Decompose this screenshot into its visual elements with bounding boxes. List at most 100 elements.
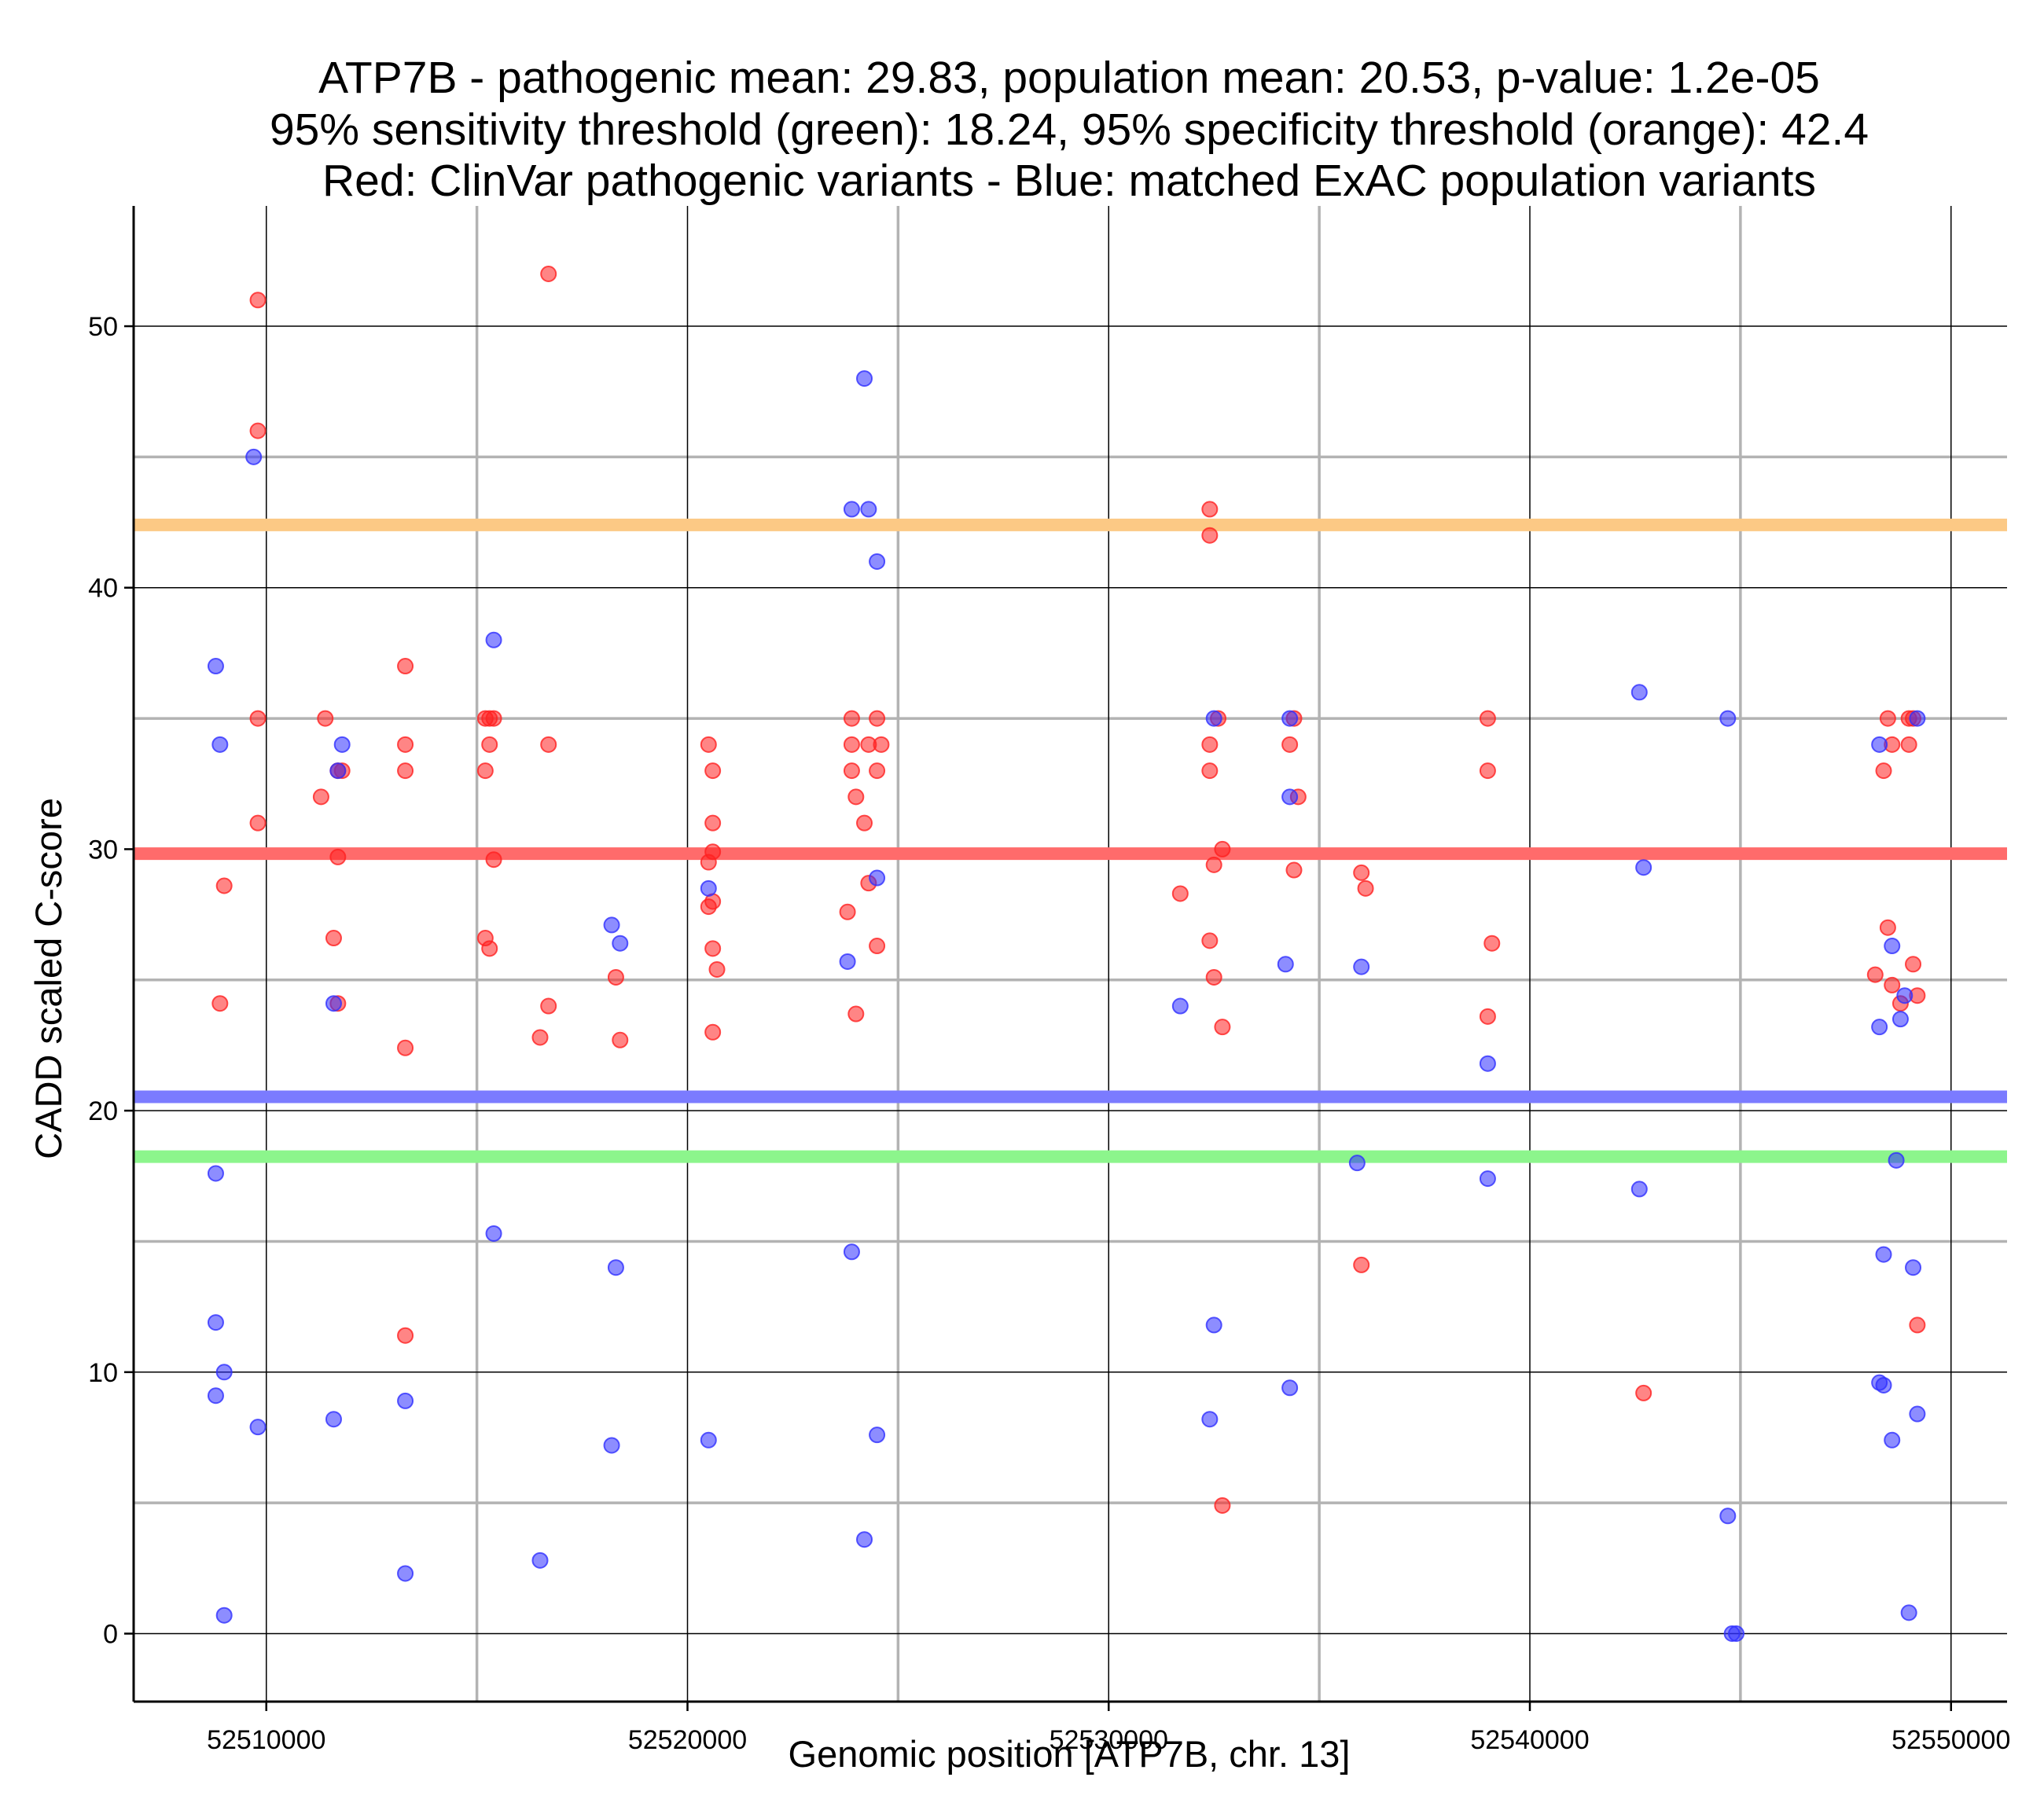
pathogenic-point-42	[843, 710, 860, 727]
population-point-64	[1884, 1431, 1901, 1449]
population-point-6	[215, 1364, 233, 1381]
population-point-33	[1171, 997, 1189, 1015]
population-point-13	[397, 1392, 414, 1409]
population-point-65	[1900, 1604, 1917, 1621]
population-point-24	[856, 370, 873, 387]
population-point-63	[1909, 1405, 1926, 1423]
pathogenic-point-7	[317, 710, 334, 727]
population-point-23	[700, 1431, 717, 1449]
pathogenic-point-55	[1171, 885, 1189, 902]
y-tick-label-3: 30	[88, 835, 118, 865]
pathogenic-point-68	[1281, 736, 1299, 753]
population-point-4	[207, 1314, 224, 1331]
population-point-51	[1728, 1625, 1745, 1642]
pathogenic-point-48	[847, 1005, 865, 1023]
pathogenic-point-57	[1201, 527, 1219, 544]
pathogenic-point-3	[249, 814, 267, 832]
pathogenic-point-20	[485, 710, 502, 727]
x-tick-label-2: 52530000	[1050, 1725, 1168, 1755]
pathogenic-point-43	[843, 736, 860, 753]
pathogenic-point-60	[1201, 762, 1219, 780]
title-line-3: Red: ClinVar pathogenic variants - Blue:…	[322, 156, 1816, 206]
pathogenic-point-39	[704, 940, 722, 957]
population-point-26	[860, 501, 877, 518]
pathogenic-point-46	[856, 814, 873, 832]
population-point-27	[869, 553, 886, 570]
population-point-9	[329, 762, 347, 780]
population-point-43	[1479, 1055, 1496, 1072]
pathogenic-point-2	[249, 710, 267, 727]
pathogenic-point-79	[1879, 710, 1896, 727]
x-tick-label-0: 52510000	[207, 1725, 325, 1755]
pathogenic-point-81	[1875, 762, 1892, 780]
population-point-37	[1281, 710, 1299, 727]
pathogenic-point-23	[485, 851, 502, 868]
pathogenic-point-26	[540, 266, 557, 282]
pathogenic-point-52	[869, 762, 886, 780]
title-line-2: 95% sensitivity threshold (green): 18.24…	[270, 105, 1869, 155]
pathogenic-point-56	[1201, 501, 1219, 518]
pathogenic-point-76	[1483, 935, 1501, 952]
pathogenic-point-27	[540, 736, 557, 753]
pathogenic-point-84	[1884, 976, 1901, 993]
pathogenic-point-4	[215, 877, 233, 894]
pathogenic-point-28	[540, 997, 557, 1015]
pathogenic-point-54	[869, 938, 886, 955]
pathogenic-point-65	[1214, 1019, 1231, 1036]
pathogenic-point-91	[1909, 1316, 1926, 1334]
pathogenic-point-82	[1879, 919, 1896, 936]
population-point-31	[856, 1531, 873, 1548]
population-point-17	[531, 1551, 549, 1569]
population-point-58	[1875, 1246, 1892, 1263]
population-point-59	[1905, 1259, 1922, 1276]
pathogenic-point-50	[873, 736, 890, 753]
population-point-5	[207, 1387, 224, 1405]
population-point-14	[397, 1565, 414, 1582]
pathogenic-point-61	[1214, 840, 1231, 857]
pathogenic-point-45	[847, 788, 865, 806]
population-point-38	[1281, 788, 1299, 806]
population-point-56	[1871, 1019, 1888, 1036]
pathogenic-point-66	[1214, 1496, 1231, 1514]
population-point-8	[215, 1607, 233, 1624]
x-axis-label: Genomic position [ATP7B, chr. 13]	[789, 1733, 1351, 1775]
pathogenic-point-64	[1205, 968, 1222, 986]
pathogenic-point-11	[325, 930, 342, 947]
population-point-2	[211, 736, 229, 753]
population-point-21	[603, 1437, 620, 1454]
pathogenic-point-33	[704, 762, 722, 780]
pathogenic-point-74	[1479, 710, 1496, 727]
pathogenic-point-71	[1353, 864, 1370, 881]
population-point-49	[1719, 1507, 1737, 1525]
pathogenic-point-21	[481, 736, 498, 753]
pathogenic-point-22	[476, 762, 494, 780]
population-point-48	[1719, 710, 1737, 727]
pathogenic-point-0	[249, 292, 267, 309]
tick-labels-layer: 52510000 52520000 52530000 52540000 52550000…	[88, 312, 2010, 1755]
population-point-36	[1201, 1411, 1219, 1428]
axes-layer	[124, 206, 2007, 1711]
population-point-54	[1896, 987, 1913, 1004]
pathogenic-point-62	[1205, 856, 1222, 873]
population-point-3	[207, 1165, 224, 1182]
x-tick-label-4: 52550000	[1891, 1725, 2010, 1755]
population-point-11	[325, 995, 342, 1012]
population-point-53	[1884, 938, 1901, 955]
y-tick-label-2: 20	[88, 1096, 118, 1126]
population-point-44	[1479, 1170, 1496, 1188]
population-point-16	[485, 1225, 502, 1242]
population-point-29	[839, 953, 856, 970]
population-point-46	[1635, 859, 1652, 876]
population-point-62	[1909, 710, 1926, 727]
pathogenic-point-30	[607, 968, 624, 986]
pathogenic-point-14	[397, 736, 414, 753]
pathogenic-point-38	[700, 898, 717, 916]
title-line-1: ATP7B - pathogenic mean: 29.83, populati…	[318, 53, 1820, 103]
pathogenic-point-88	[1900, 736, 1917, 753]
pathogenic-point-40	[708, 960, 726, 978]
population-point-47	[1630, 1181, 1648, 1198]
pathogenic-point-6	[312, 788, 329, 806]
population-point-10	[333, 736, 351, 753]
